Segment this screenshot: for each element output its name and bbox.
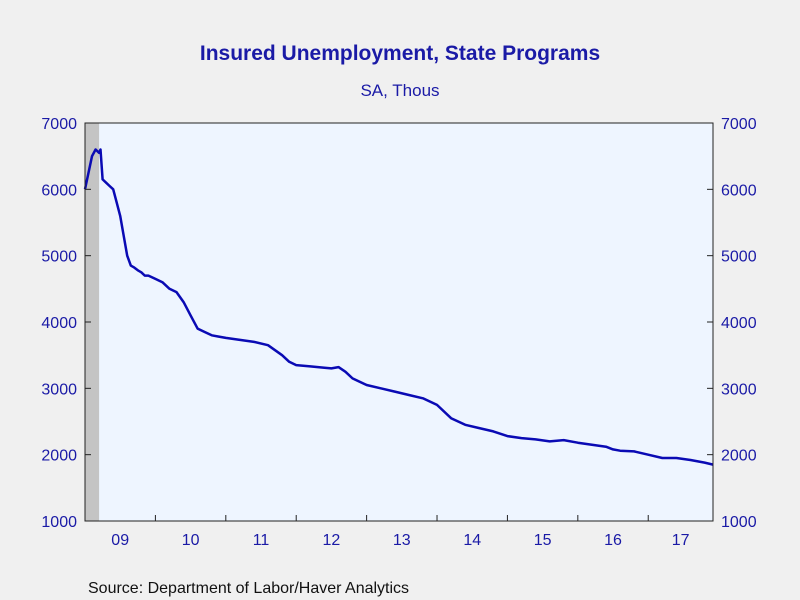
y-left-tick-label: 1000 [41, 514, 77, 531]
y-axis-left: 7000 6000 5000 4000 3000 2000 1000 [41, 116, 91, 531]
x-tick-label: 16 [604, 532, 622, 549]
y-right-tick-label: 4000 [721, 315, 757, 332]
series-line-0 [83, 148, 714, 466]
x-tick-label: 17 [672, 532, 690, 549]
x-tick-label: 09 [111, 532, 129, 549]
chart-title: Insured Unemployment, State Programs [200, 42, 600, 65]
chart-subtitle: SA, Thous [360, 81, 439, 100]
x-tick-label: 11 [253, 532, 270, 549]
source-note: Source: Department of Labor/Haver Analyt… [88, 580, 409, 597]
recession-band-0 [85, 123, 100, 521]
recession-shading [85, 123, 100, 521]
y-right-tick-label: 5000 [721, 249, 757, 266]
y-left-tick-label: 6000 [41, 182, 77, 199]
y-right-tick-label: 1000 [721, 514, 757, 531]
x-tick-label: 13 [393, 532, 411, 549]
x-tick-label: 10 [182, 532, 200, 549]
y-left-tick-label: 4000 [41, 315, 77, 332]
y-axis-right: 7000 6000 5000 4000 3000 2000 1000 [707, 116, 757, 531]
y-right-tick-label: 3000 [721, 381, 757, 398]
y-right-tick-label: 2000 [721, 448, 757, 465]
y-left-tick-label: 5000 [41, 249, 77, 266]
y-left-tick-label: 7000 [41, 116, 77, 133]
y-right-tick-label: 6000 [721, 182, 757, 199]
x-tick-label: 12 [323, 532, 341, 549]
series-line-group [83, 148, 714, 466]
y-left-tick-label: 3000 [41, 381, 77, 398]
x-tick-label: 15 [534, 532, 552, 549]
y-left-tick-label: 2000 [41, 448, 77, 465]
x-tick-label: 14 [463, 532, 481, 549]
y-right-tick-label: 7000 [721, 116, 757, 133]
plot-area [85, 123, 713, 521]
x-axis: 09 10 11 12 13 14 15 16 17 [111, 515, 690, 549]
